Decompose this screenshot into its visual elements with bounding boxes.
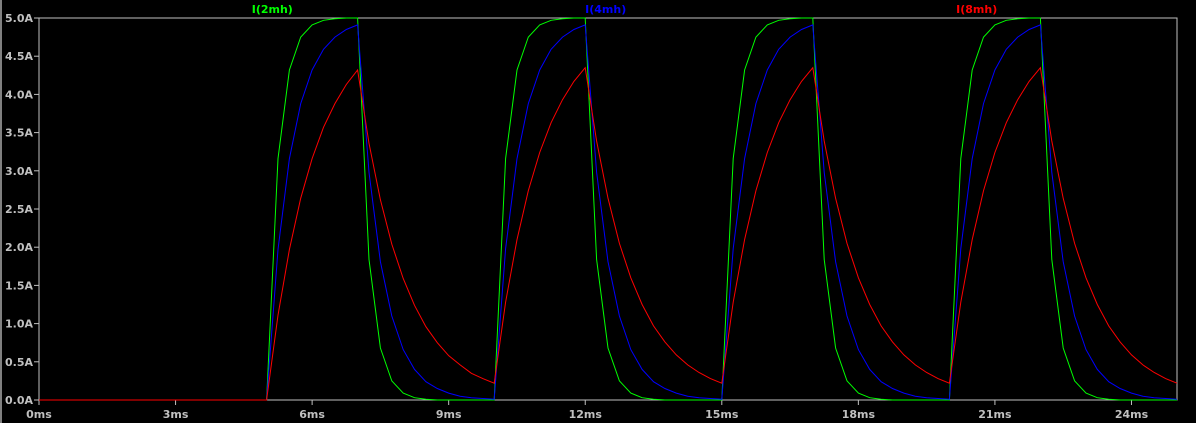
x-tick-label: 18ms <box>842 408 876 421</box>
x-tick-label: 21ms <box>978 408 1012 421</box>
y-tick-label: 2.0A <box>5 241 33 254</box>
y-tick-label: 2.5A <box>5 203 33 216</box>
series-line-i4mh <box>39 24 1178 401</box>
window-edge <box>0 0 2 423</box>
series-line-i2mh <box>39 17 1177 401</box>
series-line-i8mh <box>39 66 1178 401</box>
x-tick-label: 15ms <box>705 408 739 421</box>
x-tick-label: 24ms <box>1115 408 1149 421</box>
axes: 0.0A 0.5A 1.0A 1.5A 2.0A 2.5A 3.0A 3.5A 4.0A 4.5A… <box>5 12 1178 421</box>
legend: I(2mh) I(4mh) I(8mh) <box>252 3 998 16</box>
y-tick-label: 5.0A <box>5 12 33 25</box>
legend-entry: I(2mh) <box>252 3 293 16</box>
y-tick-label: 0.5A <box>5 356 33 369</box>
traces <box>39 17 1178 401</box>
y-tick-label: 3.5A <box>5 127 33 140</box>
plot-frame <box>38 17 1178 401</box>
y-tick-label: 4.5A <box>5 50 33 63</box>
x-tick-label: 6ms <box>299 408 325 421</box>
y-tick-label: 4.0A <box>5 88 33 101</box>
x-tick-label: 9ms <box>436 408 462 421</box>
y-tick-label: 0.0A <box>5 394 33 407</box>
x-tick-label: 0ms <box>26 408 52 421</box>
y-tick-label: 3.0A <box>5 165 33 178</box>
y-tick-label: 1.5A <box>5 279 33 292</box>
x-tick-label: 3ms <box>163 408 189 421</box>
legend-entry: I(8mh) <box>956 3 997 16</box>
x-tick-label: 12ms <box>569 408 603 421</box>
legend-entry: I(4mh) <box>585 3 626 16</box>
y-tick-label: 1.0A <box>5 318 33 331</box>
